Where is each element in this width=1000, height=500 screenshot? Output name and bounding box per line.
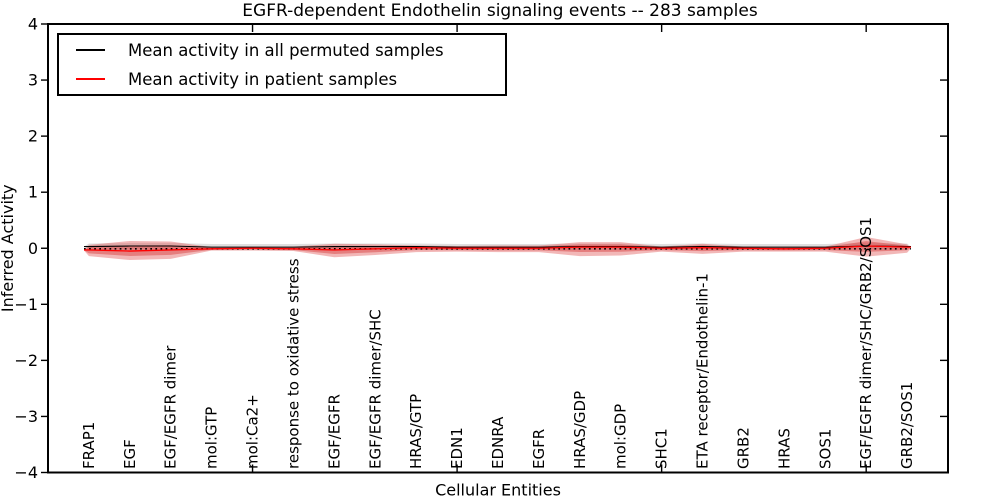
entity-label: HRAS/GDP	[571, 391, 589, 469]
entity-label: mol:Ca2+	[244, 394, 262, 469]
entity-label: EDNRA	[489, 416, 507, 469]
y-axis: −4 −3 −2 −1 0 1 2 3 4	[14, 15, 947, 482]
entity-label: ETA receptor/Endothelin-1	[694, 273, 712, 469]
x-axis: FRAP1 EGF EGF/EGFR dimer mol:GTP mol:Ca2+ res…	[80, 25, 916, 472]
entity-label: HRAS	[775, 428, 793, 469]
patient-mean-line	[84, 245, 911, 252]
entity-label: GRB2/SOS1	[898, 382, 916, 469]
entity-label: SHC1	[653, 428, 671, 469]
entity-label: EGF	[121, 439, 139, 469]
entity-label: mol:GDP	[612, 404, 630, 469]
legend: Mean activity in all permuted samples Me…	[57, 33, 507, 96]
entity-label: EGF/EGFR dimer	[162, 345, 180, 469]
y-tick-label: −2	[14, 351, 38, 370]
patient-line-swatch	[76, 78, 105, 80]
entity-label: response to oxidative stress	[284, 258, 302, 469]
y-tick-label: −4	[14, 463, 38, 482]
permuted-line-swatch	[76, 49, 105, 51]
entity-label: mol:GTP	[203, 407, 221, 469]
entity-label: EGF/EGFR dimer/SHC/GRB2/SOS1	[857, 217, 875, 469]
y-tick-label: 3	[28, 71, 38, 90]
entity-label: EGFR	[530, 429, 548, 469]
y-tick-label: 0	[28, 239, 38, 258]
legend-label-patient: Mean activity in patient samples	[128, 69, 398, 89]
legend-item-patient: Mean activity in patient samples	[59, 65, 505, 94]
chart-title: EGFR-dependent Endothelin signaling even…	[242, 1, 758, 21]
y-tick-label: 2	[28, 127, 38, 146]
entity-label: GRB2	[734, 427, 752, 469]
x-axis-title: Cellular Entities	[435, 481, 561, 500]
y-tick-label: −3	[14, 407, 38, 426]
entity-label: HRAS/GTP	[407, 394, 425, 469]
entity-label: EGF/EGFR	[325, 394, 343, 469]
axes-frame	[47, 23, 949, 474]
y-axis-title: Inferred Activity	[0, 184, 17, 312]
entity-label: FRAP1	[80, 422, 98, 469]
entity-label: EDN1	[448, 427, 466, 469]
entity-label: EGF/EGFR dimer/SHC	[366, 309, 384, 469]
y-tick-label: 1	[28, 183, 38, 202]
entity-label: SOS1	[816, 429, 834, 469]
permuted-mean-line	[84, 245, 911, 248]
legend-label-permuted: Mean activity in all permuted samples	[128, 40, 444, 60]
y-tick-label: 4	[28, 15, 38, 34]
y-tick-label: −1	[14, 295, 38, 314]
legend-item-permuted: Mean activity in all permuted samples	[59, 36, 505, 65]
